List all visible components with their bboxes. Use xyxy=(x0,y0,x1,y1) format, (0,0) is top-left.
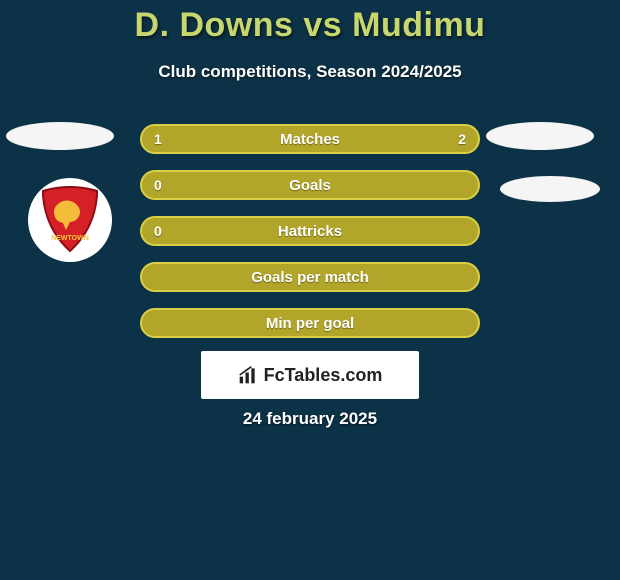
bar-row: Matches 1 2 xyxy=(140,124,480,154)
watermark: FcTables.com xyxy=(201,351,419,399)
left-club-badge: NEWTOWN xyxy=(28,178,112,262)
badge-text: NEWTOWN xyxy=(51,235,89,242)
bar-label: Hattricks xyxy=(278,223,342,240)
bar-label: Goals per match xyxy=(251,269,369,286)
bar-left-value: 1 xyxy=(154,131,162,147)
right-player-token-1 xyxy=(486,122,594,150)
page-title: D. Downs vs Mudimu xyxy=(0,6,620,45)
bar-label: Min per goal xyxy=(266,315,354,332)
bar-chart-icon xyxy=(238,365,258,385)
newtown-shield-icon: NEWTOWN xyxy=(35,185,105,255)
bar-row: Min per goal xyxy=(140,308,480,338)
left-player-token xyxy=(6,122,114,150)
bar-row: Goals per match xyxy=(140,262,480,292)
bar-label: Goals xyxy=(289,177,331,194)
right-player-token-2 xyxy=(500,176,600,202)
bar-row: Hattricks 0 xyxy=(140,216,480,246)
infographic-canvas: D. Downs vs Mudimu Club competitions, Se… xyxy=(0,0,620,580)
bar-left-value: 0 xyxy=(154,223,162,239)
bar-row: Goals 0 xyxy=(140,170,480,200)
footer-date: 24 february 2025 xyxy=(0,409,620,429)
bar-left-value: 0 xyxy=(154,177,162,193)
page-subtitle: Club competitions, Season 2024/2025 xyxy=(0,62,620,82)
bar-label: Matches xyxy=(280,131,340,148)
bar-right-value: 2 xyxy=(458,131,466,147)
watermark-text: FcTables.com xyxy=(264,365,383,386)
comparison-bars: Matches 1 2 Goals 0 Hattricks 0 Goals per match… xyxy=(140,124,480,354)
